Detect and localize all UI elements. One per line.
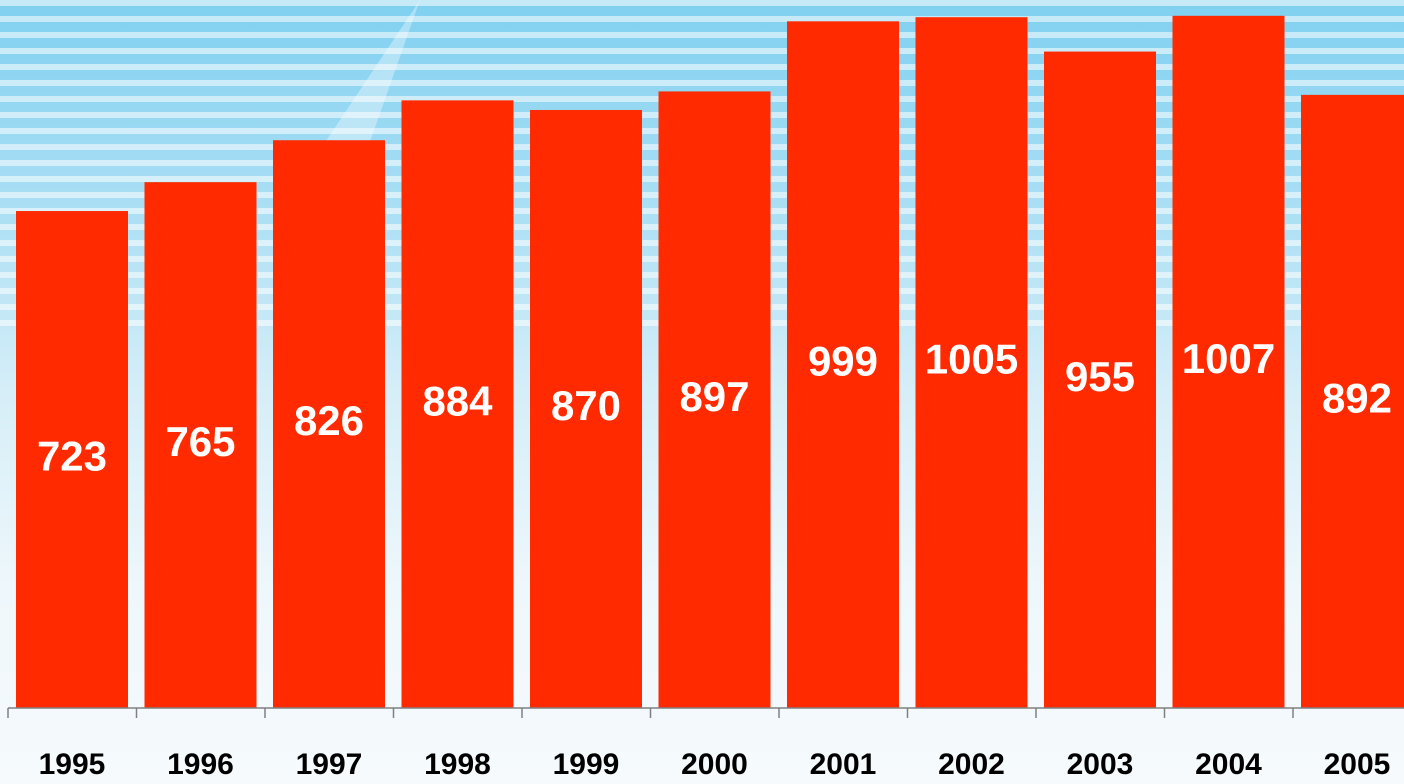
value-label: 765: [165, 418, 235, 465]
x-tick-label: 2005: [1324, 748, 1391, 781]
x-tick-label: 2004: [1195, 748, 1262, 781]
value-label: 884: [422, 377, 493, 424]
bar: [1044, 51, 1156, 708]
x-tick-label: 2002: [938, 748, 1005, 781]
bar: [1172, 15, 1285, 709]
value-label: 1007: [1182, 335, 1275, 382]
bar: [915, 17, 1028, 709]
x-tick-label: 2003: [1067, 748, 1134, 781]
bar: [401, 100, 514, 708]
x-tick-label: 1997: [296, 748, 363, 781]
value-label: 826: [294, 397, 364, 444]
x-tick-label: 1995: [39, 748, 106, 781]
value-label: 1005: [925, 336, 1018, 383]
x-tick-label: 1999: [553, 748, 620, 781]
bar: [144, 182, 257, 708]
value-label: 870: [551, 382, 621, 429]
bar: [16, 211, 128, 708]
background-swoosh: [300, 0, 420, 180]
x-tick-label: 2000: [681, 748, 748, 781]
value-label: 723: [37, 433, 107, 480]
value-label: 955: [1065, 353, 1135, 400]
bar: [273, 140, 385, 709]
bar: [1301, 94, 1404, 708]
x-tick-label: 1998: [424, 748, 491, 781]
bar: [530, 109, 642, 708]
value-label: 892: [1322, 375, 1392, 422]
bar: [787, 21, 899, 709]
x-tick-label: 2001: [810, 748, 877, 781]
value-label: 897: [679, 373, 749, 420]
x-tick-label: 1996: [167, 748, 234, 781]
bar: [658, 91, 771, 708]
value-label: 999: [808, 338, 878, 385]
